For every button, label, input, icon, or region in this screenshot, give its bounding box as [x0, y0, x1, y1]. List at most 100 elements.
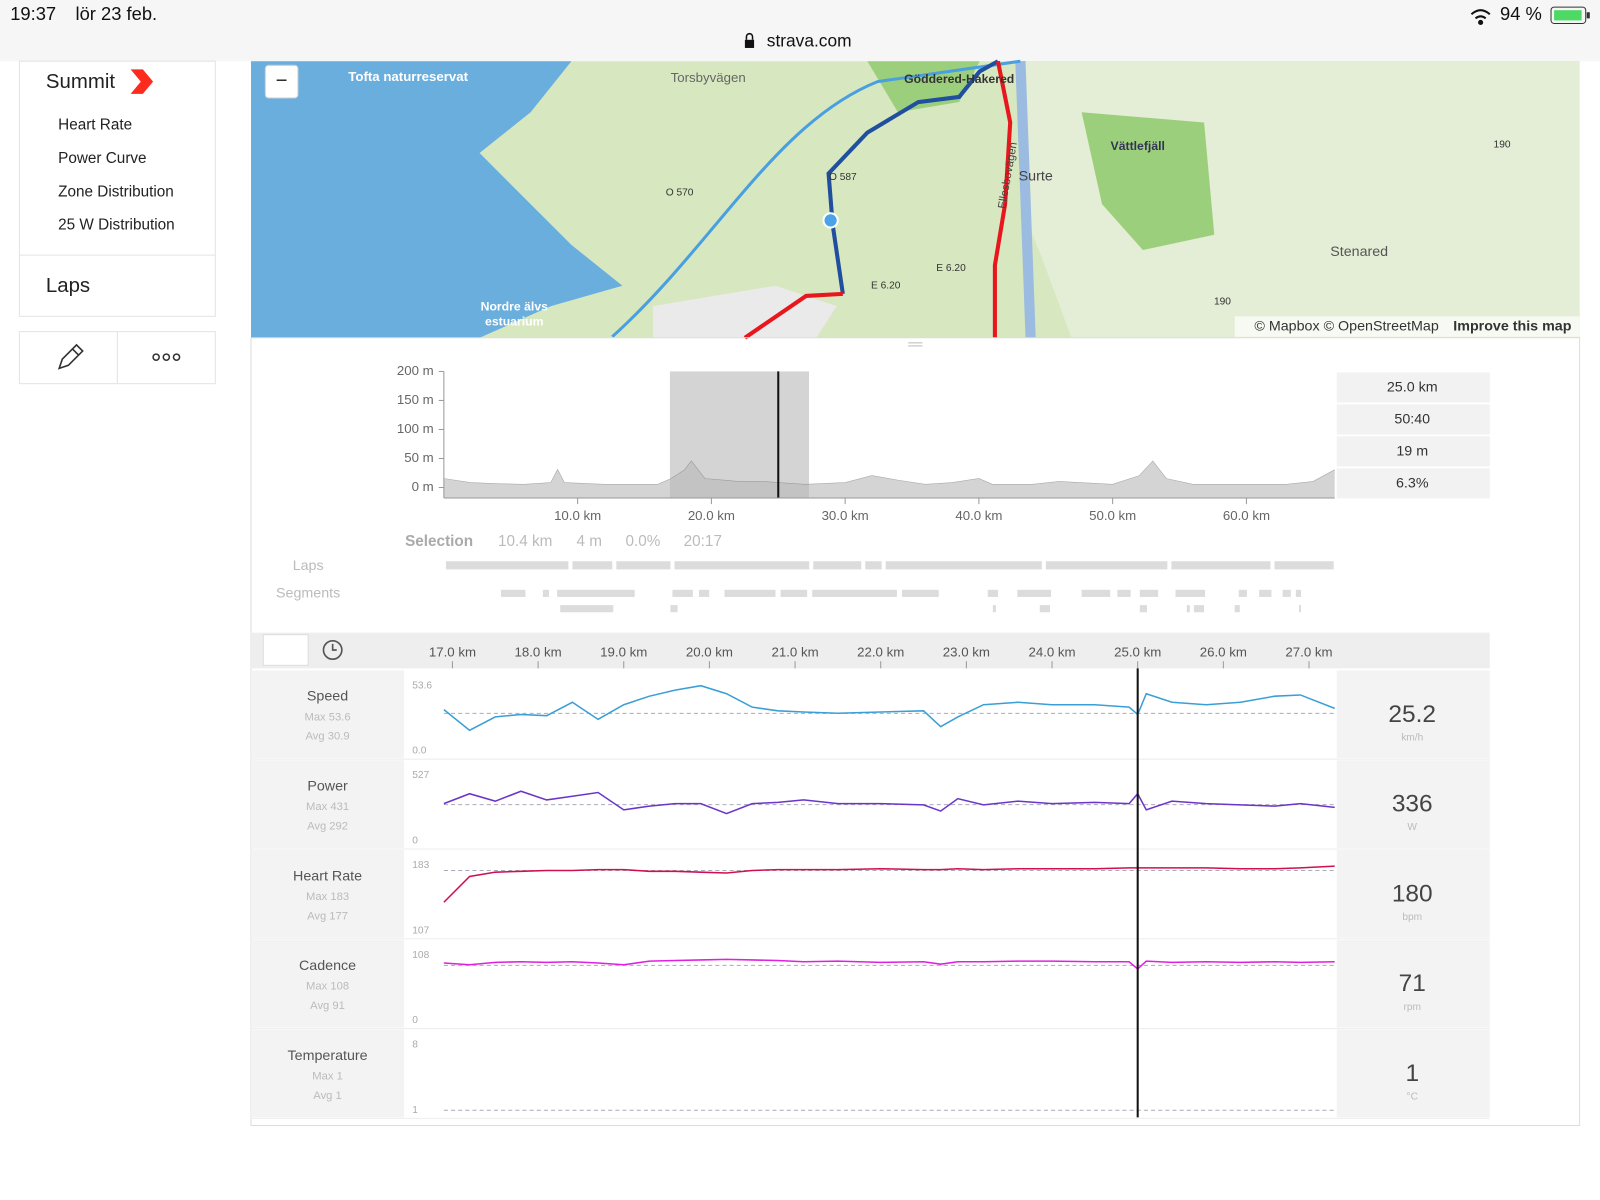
map-attribution[interactable]: © Mapbox © OpenStreetMap [1254, 318, 1438, 334]
sidebar-item[interactable]: Zone Distribution [58, 183, 174, 200]
stream-max: Max 1 [312, 1070, 343, 1082]
summit-title[interactable]: Summit [46, 71, 115, 93]
segment-bar[interactable] [560, 605, 614, 613]
segment-bar[interactable] [698, 589, 710, 597]
segment-bar[interactable] [724, 589, 776, 597]
stream-avg: Avg 292 [307, 820, 348, 832]
segment-bar[interactable] [1139, 605, 1147, 613]
segment-bar[interactable] [1017, 589, 1052, 597]
lap-bar[interactable] [616, 561, 671, 570]
laps-nav[interactable]: Laps [46, 275, 90, 297]
lap-bar[interactable] [1274, 561, 1334, 570]
segment-bar[interactable] [992, 605, 996, 613]
y-tick-label: 50 m [404, 450, 433, 465]
more-button[interactable] [152, 353, 181, 361]
improve-map-link[interactable]: Improve this map [1453, 318, 1571, 334]
sidebar-item[interactable]: 25 W Distribution [58, 217, 174, 234]
sidebar-item[interactable]: Power Curve [58, 150, 146, 167]
segment-bar[interactable] [670, 605, 678, 613]
segment-bar[interactable] [1039, 605, 1050, 613]
stream-max: Max 431 [306, 801, 349, 813]
map[interactable] [251, 59, 1580, 340]
segment-bar[interactable] [672, 589, 693, 597]
distance-toggle[interactable] [262, 634, 309, 666]
map-label: Tofta naturreservat [348, 69, 468, 84]
x-tick-label: 18.0 km [515, 645, 562, 660]
map-label: O 587 [829, 172, 857, 183]
segment-bar[interactable] [1175, 589, 1206, 597]
stream-value-panel [1336, 1029, 1490, 1118]
stream-name: Heart Rate [293, 868, 362, 884]
y-tick-label: 107 [412, 925, 429, 936]
zoom-out[interactable]: − [276, 70, 288, 92]
segment-bar[interactable] [1238, 589, 1247, 597]
y-tick-label: 0 [412, 836, 418, 847]
current-value: 180 [1392, 880, 1433, 907]
date: lör 23 feb. [76, 3, 158, 24]
lap-bar[interactable] [1171, 561, 1271, 570]
x-tick-label: 21.0 km [771, 645, 818, 660]
stream-avg: Avg 91 [310, 1000, 345, 1012]
stream-line [443, 790, 1335, 815]
stat-cell [1336, 372, 1490, 403]
x-tick-label: 40.0 km [955, 508, 1002, 523]
segment-bar[interactable] [557, 589, 635, 597]
stream-line [443, 865, 1335, 903]
segment-bar[interactable] [902, 589, 939, 597]
stream-name: Speed [307, 689, 348, 705]
segment-bar[interactable] [1282, 589, 1291, 597]
wifi-icon [1470, 9, 1491, 25]
segment-bar[interactable] [1193, 605, 1205, 613]
x-tick-label: 17.0 km [429, 645, 476, 660]
sidebar-item[interactable]: Heart Rate [58, 117, 132, 134]
map-label: Nordre älvs [481, 299, 549, 313]
stream-max: Max 53.6 [304, 711, 350, 723]
current-unit: km/h [1401, 732, 1423, 743]
stat-cell [1336, 436, 1490, 467]
segment-bar[interactable] [1081, 589, 1111, 597]
y-tick-label: 8 [412, 1040, 418, 1051]
lap-bar[interactable] [572, 561, 613, 570]
x-tick-label: 27.0 km [1285, 645, 1332, 660]
segment-bar[interactable] [812, 589, 897, 597]
x-tick-label: 19.0 km [600, 645, 647, 660]
y-tick-label: 108 [412, 950, 429, 961]
stream-avg: Avg 177 [307, 910, 348, 922]
lap-bar[interactable] [865, 561, 882, 570]
segment-bar[interactable] [1259, 589, 1272, 597]
current-unit: W [1407, 822, 1417, 833]
stream-name: Power [307, 779, 348, 795]
segment-bar[interactable] [1234, 605, 1240, 613]
elevation-stat: 19 m [1396, 443, 1428, 459]
y-tick-label: 0 [412, 1015, 418, 1026]
current-value: 336 [1392, 791, 1433, 818]
x-tick-label: 30.0 km [822, 508, 869, 523]
time-toggle[interactable] [322, 640, 343, 660]
current-unit: bpm [1402, 912, 1422, 923]
lap-bar[interactable] [674, 561, 810, 570]
stream-avg: Avg 1 [313, 1090, 342, 1102]
segment-bar[interactable] [542, 589, 549, 597]
lap-bar[interactable] [885, 561, 1042, 570]
edit-button[interactable] [57, 343, 84, 370]
lap-bar[interactable] [1045, 561, 1168, 570]
segment-bar[interactable] [780, 589, 808, 597]
segment-bar[interactable] [987, 589, 998, 597]
resize-handle[interactable] [908, 342, 923, 347]
segment-bar[interactable] [1139, 589, 1159, 597]
segment-bar[interactable] [1117, 589, 1131, 597]
segment-bar[interactable] [1186, 605, 1190, 613]
lap-bar[interactable] [445, 561, 569, 570]
segment-bar[interactable] [501, 589, 526, 597]
lap-bar[interactable] [813, 561, 862, 570]
x-tick-label: 20.0 km [686, 645, 733, 660]
url[interactable]: strava.com [767, 30, 852, 50]
segment-bar[interactable] [1298, 605, 1302, 613]
segment-bar[interactable] [1295, 589, 1302, 597]
stream-max: Max 183 [306, 891, 349, 903]
stream-value-panel [1336, 939, 1490, 1028]
elevation-line [443, 460, 1335, 486]
map-label: E 6.20 [871, 280, 901, 291]
y-tick-label: 527 [412, 770, 429, 781]
